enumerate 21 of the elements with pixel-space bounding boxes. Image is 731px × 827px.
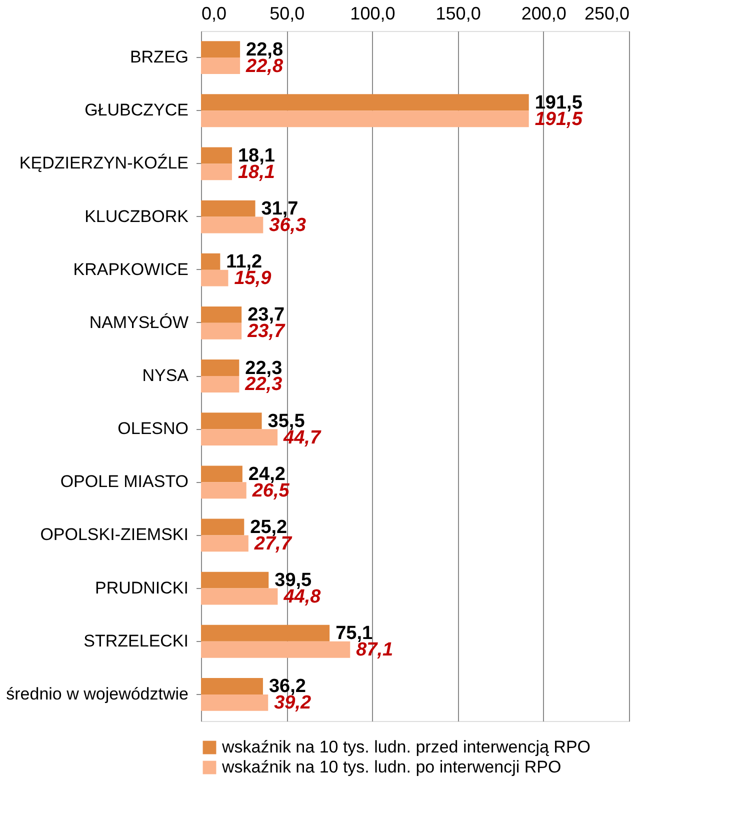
x-tick-label: 0,0 [202, 4, 227, 24]
x-tick-label: 200,0 [521, 4, 566, 24]
x-tick-label: 250,0 [584, 4, 630, 24]
y-tick-label: OLESNO [118, 419, 188, 438]
y-tick-label: GŁUBCZYCE [84, 100, 188, 120]
y-tick-label: KLUCZBORK [84, 206, 190, 226]
y-tick-label: PRUDNICKI [94, 578, 188, 598]
x-tick-label: 150,0 [436, 4, 481, 24]
y-tick-label: KRAPKOWICE [73, 260, 188, 279]
y-tick-label: KĘDZIERZYN-KOŹLE [19, 154, 188, 173]
y-tick-label: BRZEG [130, 48, 188, 67]
legend-label: wskaźnik na 10 tys. ludn. po interwencji RPO [221, 758, 562, 776]
legend-label: wskaźnik na 10 tys. ludn. przed interwencją RPO [221, 738, 591, 756]
y-tick-label: NAMYSŁÓW [89, 312, 188, 332]
x-tick-label: 100,0 [350, 4, 396, 24]
y-tick-label: średnio w województwie [6, 684, 188, 704]
x-tick-label: 50,0 [270, 4, 305, 24]
y-tick-label: STRZELECKI [84, 631, 188, 650]
y-tick-label: OPOLSKI-ZIEMSKI [40, 525, 188, 544]
y-tick-label: OPOLE MIASTO [60, 472, 188, 492]
y-tick-label: NYSA [142, 366, 190, 385]
